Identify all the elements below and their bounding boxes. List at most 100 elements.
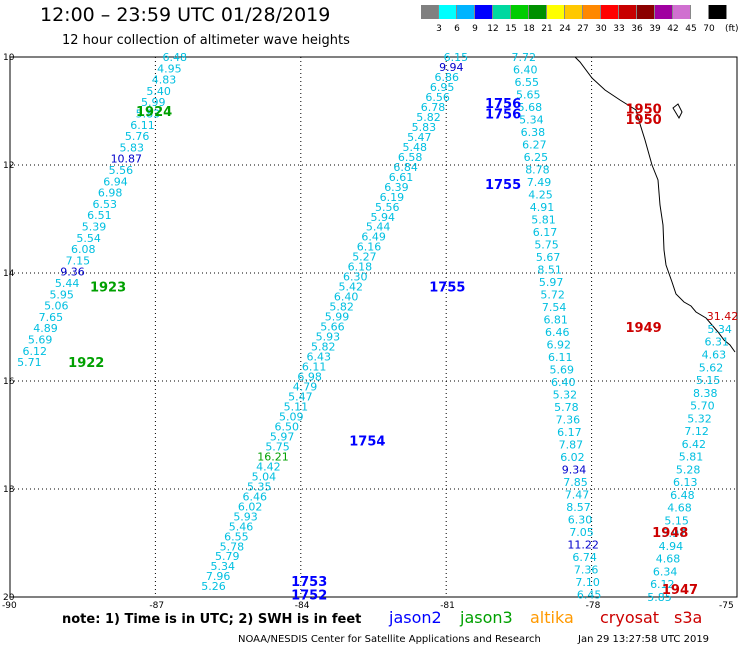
wave-height-value: 5.71 [17, 356, 42, 369]
wave-height-value: 5.85 [647, 591, 672, 604]
wave-height-value: 6.11 [548, 351, 573, 364]
scale-label: 24 [559, 24, 571, 34]
wave-height-value: 5.15 [664, 514, 689, 527]
scale-swatch [565, 5, 583, 19]
wave-height-value: 6.11 [302, 361, 327, 374]
wave-height-value: 5.11 [284, 400, 309, 413]
coastline [574, 56, 736, 353]
wave-height-value: 5.81 [679, 451, 704, 464]
wave-height-value: 5.34 [707, 323, 732, 336]
wave-height-value: 6.84 [393, 161, 418, 174]
wave-height-value: 5.47 [407, 131, 432, 144]
wave-height-value: 6.17 [557, 426, 582, 439]
pass-time-label: 1754 [349, 434, 385, 449]
wave-height-value: 6.48 [163, 51, 188, 64]
scale-label: 9 [472, 24, 478, 34]
wave-height-value: 5.95 [49, 288, 74, 301]
wave-height-value: 5.67 [536, 251, 561, 264]
wave-height-value: 5.56 [109, 164, 134, 177]
wave-height-value: 4.83 [152, 74, 177, 87]
wave-height-value: 7.72 [511, 51, 536, 64]
pass-time-label: 1947 [662, 583, 698, 598]
pass-time-label: 1950 [626, 113, 662, 128]
pass-time-label: 1922 [68, 356, 104, 371]
scale-swatch [493, 5, 511, 19]
scale-swatch [637, 5, 655, 19]
wave-height-value: 5.68 [518, 101, 543, 114]
wave-height-value: 4.25 [528, 188, 553, 201]
wave-height-value: 5.34 [210, 560, 235, 573]
scale-label: 6 [454, 24, 460, 34]
wave-height-value: 5.69 [28, 334, 53, 347]
lat-tick-label: 20 [3, 593, 15, 603]
wave-height-value: 6.42 [682, 438, 707, 451]
wave-height-value: 6.43 [306, 351, 331, 364]
wave-height-value: 5.42 [338, 281, 363, 294]
lon-tick-label: -87 [149, 601, 164, 611]
scale-swatch [529, 5, 547, 19]
wave-height-value: 5.94 [370, 211, 395, 224]
wave-height-value: 9.36 [60, 266, 85, 279]
wave-height-value: 6.12 [23, 345, 48, 358]
lat-tick-label: 16 [3, 377, 15, 387]
map-subtitle: 12 hour collection of altimeter wave hei… [62, 33, 350, 48]
footnote: note: 1) Time is in UTC; 2) SWH is in fe… [62, 612, 362, 627]
scale-unit: (ft) [725, 24, 739, 34]
pass-time-label: 1753 [291, 575, 327, 590]
wave-height-value: 9.34 [562, 463, 587, 476]
wave-height-value: 5.70 [690, 400, 715, 413]
wave-height-value: 7.05 [569, 526, 594, 539]
wave-height-value: 5.69 [550, 363, 575, 376]
wave-height-value: 6.55 [515, 76, 540, 89]
wave-height-value: 6.11 [130, 119, 155, 132]
scale-label: 33 [613, 24, 625, 34]
wave-height-value: 5.46 [229, 520, 254, 533]
wave-height-value: 6.34 [653, 565, 678, 578]
wave-height-value: 5.93 [233, 510, 258, 523]
wave-height-value: 6.98 [297, 371, 322, 384]
scale-swatch [655, 5, 673, 19]
wave-height-value: 8.38 [693, 387, 718, 400]
wave-height-value: 6.38 [521, 126, 546, 139]
wave-height-value: 6.15 [444, 51, 469, 64]
legend-jason2: jason2 [389, 608, 442, 627]
legend-jason3: jason3 [460, 608, 513, 627]
wave-height-value: 6.30 [343, 271, 368, 284]
wave-height-value: 5.78 [220, 540, 245, 553]
wave-height-value: 7.36 [574, 563, 599, 576]
scale-swatch [709, 5, 727, 19]
scale-label: 39 [649, 24, 661, 34]
wave-height-value: 5.28 [676, 463, 701, 476]
wave-height-value: 5.34 [519, 113, 544, 126]
legend-s3a: s3a [674, 608, 703, 627]
wave-height-value: 6.98 [98, 187, 123, 200]
lat-tick-label: 12 [3, 161, 14, 171]
wave-height-value: 6.18 [348, 261, 373, 274]
scale-label: 15 [505, 24, 517, 34]
pass-time-label: 1755 [485, 178, 521, 193]
scale-label: 12 [487, 24, 499, 34]
wave-height-value: 5.09 [279, 410, 304, 423]
wave-height-value: 16.21 [257, 450, 289, 463]
scale-label: 45 [685, 24, 697, 34]
wave-height-value: 6.19 [380, 191, 405, 204]
legend-altika: altika [530, 608, 574, 627]
wave-height-value: 6.45 [577, 588, 602, 601]
wave-height-value: 5.54 [76, 232, 101, 245]
wave-height-value: 5.44 [55, 277, 80, 290]
scale-swatch [691, 5, 709, 19]
altimeter-tracks: 6.484.954.835.405.995.836.115.765.8310.8… [17, 51, 738, 604]
wave-height-value: 5.66 [320, 321, 345, 334]
wave-height-value: 6.86 [434, 71, 459, 84]
wave-height-value: 5.83 [412, 121, 437, 134]
wave-height-value: 6.02 [238, 500, 263, 513]
wave-height-value: 7.87 [559, 438, 584, 451]
wave-height-value: 5.76 [125, 130, 150, 143]
wave-height-value: 6.40 [513, 63, 538, 76]
pass-time-label: 1923 [90, 281, 126, 296]
wave-height-value: 7.85 [563, 476, 588, 489]
scale-swatch [673, 5, 691, 19]
lon-tick-label: -90 [2, 601, 17, 611]
scale-swatch [547, 5, 565, 19]
wave-height-value: 5.82 [416, 111, 441, 124]
